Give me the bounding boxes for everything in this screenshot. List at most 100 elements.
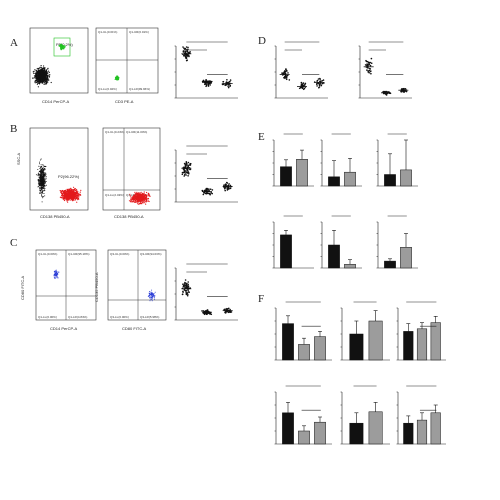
flow-event: [45, 178, 47, 180]
flow-event: [41, 176, 43, 178]
flow-plot-a2: Q1-UL(0.01%) Q1-UR(0.01%) Q1-LL(0.02%) Q…: [95, 27, 159, 104]
data-point: [208, 312, 210, 314]
data-point: [185, 293, 188, 296]
data-point: [208, 188, 210, 190]
flow-event-gated: [76, 189, 78, 191]
flow-event: [43, 176, 45, 178]
flow-event-gated: [149, 297, 150, 299]
flow-plot-c2: CD135 PB450-A Q3-UL(0.00%) Q3-UR(94.03%)…: [94, 249, 167, 331]
flow-event: [37, 70, 39, 72]
flow-event: [37, 182, 39, 184]
flow-event-gated: [136, 196, 138, 198]
flow-event-gated: [55, 271, 57, 273]
data-point: [205, 192, 208, 195]
flow-event-gated: [137, 203, 139, 205]
flow-event-gated: [53, 275, 55, 277]
data-point: [319, 80, 322, 82]
flow-event: [40, 68, 42, 70]
data-point: [227, 86, 230, 89]
flow-event: [41, 72, 43, 74]
bar: [328, 244, 340, 269]
data-point: [183, 175, 185, 177]
data-point: [183, 170, 185, 172]
flow-event-gated: [75, 198, 77, 200]
data-point: [187, 170, 189, 172]
bar: [416, 328, 428, 361]
bar: [298, 430, 310, 445]
flow-event-gated: [72, 196, 74, 198]
flow-event: [36, 83, 39, 85]
flow-event-gated: [63, 190, 66, 192]
flow-event: [42, 175, 44, 177]
flow-event-gated: [146, 200, 148, 202]
flow-event: [40, 158, 42, 160]
flow-event: [41, 82, 43, 84]
flow-event: [47, 70, 50, 72]
flow-event: [38, 82, 41, 84]
data-point: [316, 83, 318, 85]
data-point: [202, 79, 205, 82]
flow-event: [44, 195, 46, 197]
flow-event: [41, 178, 43, 180]
flow-event-gated: [154, 295, 156, 296]
flow-event: [40, 186, 42, 188]
flow-event: [44, 83, 46, 85]
flow-event: [37, 175, 39, 177]
flow-event: [41, 170, 43, 172]
flow-event: [38, 186, 40, 187]
chart-e5: [320, 215, 362, 269]
flow-event: [37, 67, 40, 70]
flow-event-gated: [153, 295, 155, 297]
flow-event: [40, 192, 42, 194]
flow-event: [39, 178, 41, 180]
flow-event-gated: [75, 197, 78, 199]
flow-event-gated: [140, 195, 142, 197]
flow-event-gated: [146, 191, 148, 194]
data-point: [402, 90, 405, 93]
data-point: [300, 86, 302, 89]
data-point: [183, 48, 186, 50]
flow-event-gated: [53, 274, 55, 275]
flow-event-gated: [59, 44, 61, 46]
flow-event: [39, 159, 41, 161]
data-point: [187, 161, 190, 164]
data-point: [224, 183, 227, 185]
flow-event: [35, 74, 37, 76]
data-point: [301, 84, 303, 87]
flow-event-gated: [62, 47, 64, 49]
data-point: [182, 283, 184, 286]
flow-event-gated: [79, 191, 81, 193]
flow-event-gated: [136, 195, 138, 197]
flow-event: [33, 72, 35, 74]
flow-event-gated: [75, 194, 77, 196]
data-point: [285, 69, 288, 72]
data-point: [229, 187, 232, 189]
flow-event: [44, 166, 46, 168]
flow-event-gated: [143, 202, 145, 204]
data-point: [319, 78, 322, 80]
flow-event: [36, 81, 38, 84]
data-point: [187, 166, 189, 168]
flow-event: [45, 182, 46, 183]
flow-event: [39, 185, 40, 186]
quad-ll-c1: Q1-LL(0.00%): [38, 315, 57, 319]
flow-event-gated: [145, 203, 147, 205]
flow-event-gated: [151, 293, 152, 295]
flow-event: [40, 65, 42, 67]
flow-event-gated: [69, 190, 71, 192]
flow-event: [42, 165, 44, 167]
data-point: [209, 193, 211, 195]
flow-event-gated: [56, 272, 57, 274]
bar: [282, 412, 294, 445]
flow-event-gated: [143, 198, 145, 201]
bar: [298, 344, 310, 361]
flow-event: [45, 72, 47, 75]
flow-event-gated: [56, 275, 58, 277]
data-point: [227, 308, 229, 310]
quad-lr-c1: Q1-LR(4.84%): [68, 315, 87, 319]
quad-lr-a2: Q1-LR(99.96%): [129, 87, 150, 91]
data-point: [229, 84, 232, 87]
data-point: [224, 311, 226, 314]
flow-event-gated: [134, 195, 136, 197]
data-point: [368, 67, 371, 70]
